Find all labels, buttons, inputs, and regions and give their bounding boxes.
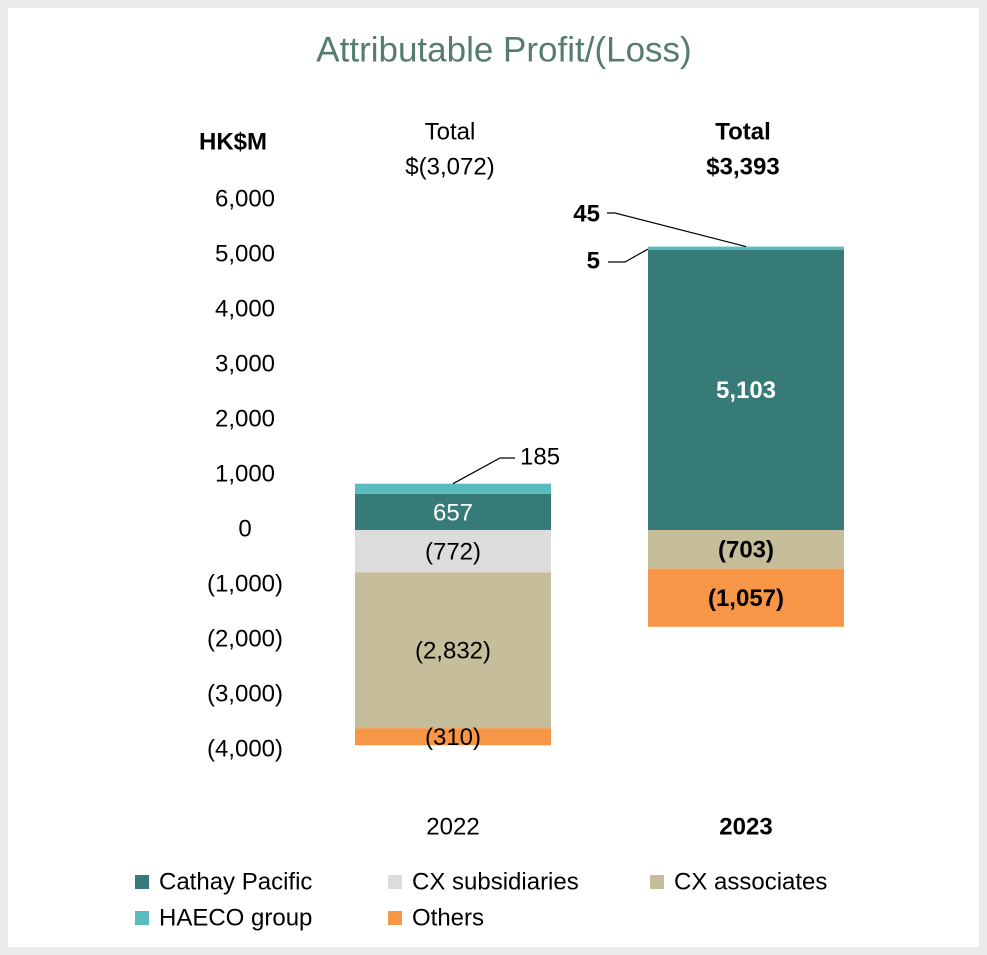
callout-line [608,248,649,263]
legend-swatch [388,911,402,925]
y-tick-label: 0 [238,515,251,542]
bar-segment [355,483,551,494]
bar-segment [648,568,844,627]
bar-segment [355,728,551,746]
legend-swatch [388,875,402,889]
value-label: 5,103 [716,377,776,404]
legend-label: CX associates [674,868,827,895]
x-tick-label: 2023 [719,813,772,840]
legend-label: HAECO group [159,904,312,931]
callout-line [452,457,515,485]
y-tick-label: (4,000) [207,735,283,762]
y-tick-label: 4,000 [215,295,275,322]
value-label: (310) [425,724,481,751]
bar-segment [355,572,551,729]
callout-line [607,212,747,248]
bar-segment [648,246,844,250]
legend-swatch [135,911,149,925]
bar-segment [355,530,551,573]
y-tick-label: 2,000 [215,405,275,432]
y-tick-label: (3,000) [207,680,283,707]
value-label: (2,832) [415,638,491,665]
legend-swatch [650,875,664,889]
value-label: 5 [587,247,600,274]
value-label: 657 [433,499,473,526]
chart-title: Attributable Profit/(Loss) [316,30,691,69]
value-label: (703) [718,537,774,564]
value-label: 45 [573,200,600,227]
legend-label: Others [412,904,484,931]
legend-swatch [135,875,149,889]
y-axis-label: HK$M [199,128,267,155]
y-tick-label: (2,000) [207,625,283,652]
y-tick-label: 6,000 [215,185,275,212]
total-heading: Total [715,118,771,145]
bar-segment [648,530,844,569]
legend-label: CX subsidiaries [412,868,579,895]
total-heading: Total [425,118,476,145]
legend-label: Cathay Pacific [159,868,312,895]
bar-segment [355,493,551,530]
value-label: (772) [425,539,481,566]
bar-segment [648,249,844,530]
x-tick-label: 2022 [426,813,479,840]
y-tick-label: 3,000 [215,350,275,377]
total-label: $(3,072) [405,153,494,180]
y-tick-label: 1,000 [215,460,275,487]
total-label: $3,393 [706,153,779,180]
y-tick-label: 5,000 [215,240,275,267]
value-label: 185 [520,443,560,470]
value-label: (1,057) [708,585,784,612]
y-tick-label: (1,000) [207,570,283,597]
